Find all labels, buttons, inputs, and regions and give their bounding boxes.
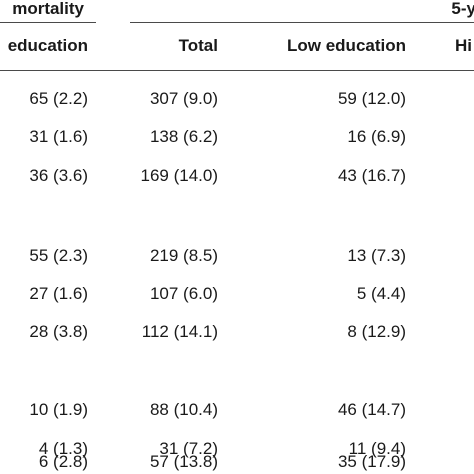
table-cell: 16 (6.9) bbox=[347, 127, 406, 146]
table-cell: 13 (7.3) bbox=[347, 246, 406, 265]
table-cell: 43 (16.7) bbox=[337, 166, 406, 185]
table-cell: 219 (8.5) bbox=[149, 246, 218, 265]
table-cell: 112 (14.1) bbox=[141, 322, 218, 341]
table-cell: 307 (9.0) bbox=[149, 89, 218, 108]
table-cell: 46 (14.7) bbox=[337, 400, 406, 419]
group-header-mortality: mortality bbox=[12, 0, 84, 18]
table-cell: 5 (4.4) bbox=[356, 284, 406, 303]
table-cell: 27 (1.6) bbox=[29, 284, 88, 303]
table-cell: 57 (13.8) bbox=[149, 452, 218, 471]
table-cell: 35 (17.9) bbox=[337, 452, 406, 471]
header-rule bbox=[0, 70, 474, 71]
table-cell: 8 (12.9) bbox=[347, 322, 406, 341]
table-cell: 65 (2.2) bbox=[29, 89, 88, 108]
column-header-low-education: Low education bbox=[287, 36, 406, 55]
table-cell: 169 (14.0) bbox=[140, 166, 219, 185]
table-cell: 31 (1.6) bbox=[29, 127, 88, 146]
group-rule-mortality bbox=[0, 22, 96, 23]
table-cell: 55 (2.3) bbox=[29, 246, 88, 265]
table-cell: 6 (2.8) bbox=[38, 452, 88, 471]
column-header-total: Total bbox=[178, 36, 218, 55]
table-cell: 31 (7.2) bbox=[159, 439, 218, 458]
table-cell: 10 (1.9) bbox=[29, 400, 88, 419]
table-cell: 138 (6.2) bbox=[149, 127, 218, 146]
group-header-5-year: 5-y bbox=[451, 0, 474, 18]
table-cell: 11 (9.4) bbox=[348, 439, 406, 458]
table-cell: 88 (10.4) bbox=[149, 400, 218, 419]
column-header-high-education: Hi bbox=[455, 36, 472, 55]
group-rule-5-year bbox=[130, 22, 474, 23]
table-cell: 36 (3.6) bbox=[29, 166, 88, 185]
table-cell: 28 (3.8) bbox=[29, 322, 88, 341]
table-cell: 4 (1.3) bbox=[38, 439, 88, 458]
column-header-education: education bbox=[7, 36, 88, 55]
table-cell: 107 (6.0) bbox=[149, 284, 218, 303]
table-cell: 59 (12.0) bbox=[337, 89, 406, 108]
